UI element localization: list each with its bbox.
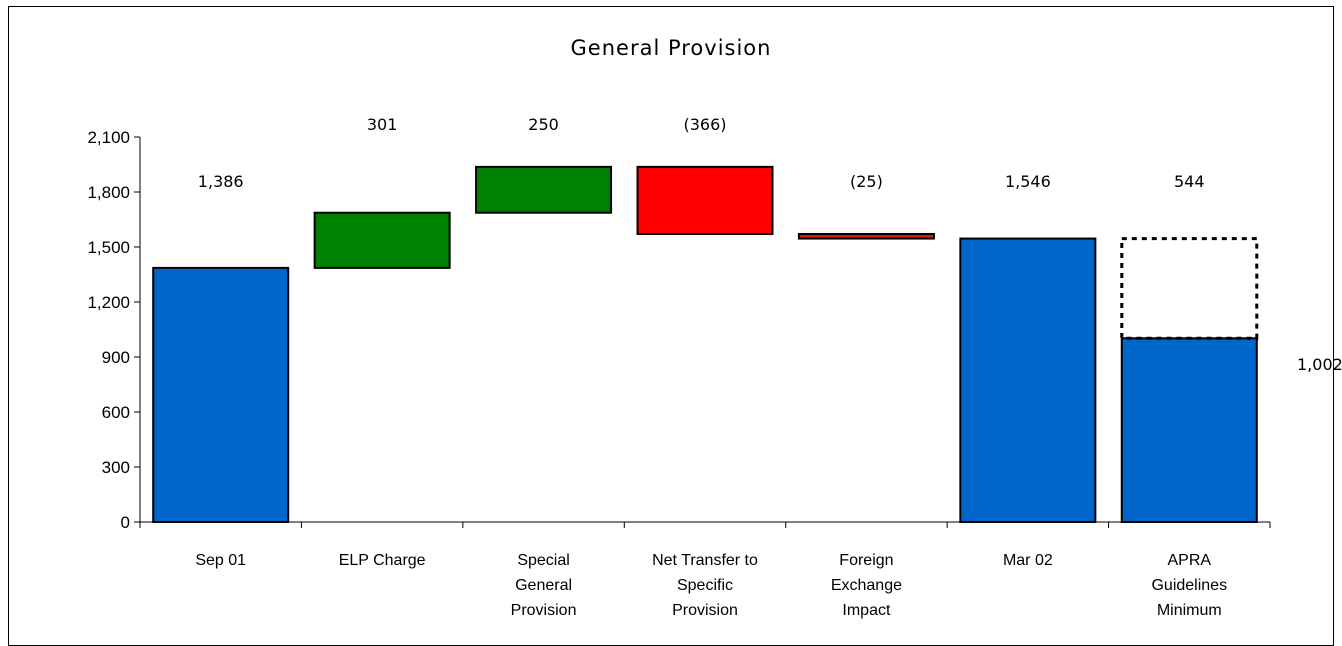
x-category-label: Mar 02 xyxy=(1003,552,1053,569)
x-category-label: Sep 01 xyxy=(195,552,246,569)
data-label: (366) xyxy=(683,115,726,134)
bar-decrease xyxy=(636,165,774,235)
y-tick-label: 1,200 xyxy=(87,293,130,312)
x-category-label: Guidelines xyxy=(1151,577,1227,594)
data-label: 1,002 xyxy=(1297,355,1342,374)
y-tick-label: 2,100 xyxy=(87,128,130,147)
x-category-label: Specific xyxy=(677,577,733,594)
bar-increase xyxy=(475,165,613,214)
data-label: 544 xyxy=(1174,172,1205,191)
bar-decrease xyxy=(797,232,935,240)
x-category-label: General xyxy=(515,577,572,594)
y-tick-label: 600 xyxy=(102,403,130,422)
x-category-label: APRA xyxy=(1167,552,1211,569)
bar-total xyxy=(959,237,1097,523)
bar-total xyxy=(152,266,290,523)
data-label: 250 xyxy=(528,115,559,134)
data-label: 1,546 xyxy=(1005,172,1051,191)
y-tick-label: 300 xyxy=(102,458,130,477)
bar-increase xyxy=(313,211,451,269)
x-category-label: Exchange xyxy=(831,577,902,594)
x-category-label: Net Transfer to xyxy=(652,552,758,569)
y-tick-label: 1,800 xyxy=(87,183,130,202)
data-label: 301 xyxy=(367,115,398,134)
data-label: 1,386 xyxy=(198,172,244,191)
x-category-label: ELP Charge xyxy=(339,552,426,569)
data-label: (25) xyxy=(850,172,883,191)
x-category-label: Special xyxy=(517,552,569,569)
x-category-label: Foreign xyxy=(839,552,893,569)
y-tick-label: 1,500 xyxy=(87,238,130,257)
bar-total xyxy=(1120,337,1258,523)
y-tick-label: 900 xyxy=(102,348,130,367)
y-tick-label: 0 xyxy=(121,513,130,532)
bar-excess-dotted xyxy=(1120,237,1259,340)
x-category-label: Provision xyxy=(672,602,738,619)
x-category-label: Minimum xyxy=(1157,602,1222,619)
x-category-label: Impact xyxy=(842,602,891,619)
x-category-label: Provision xyxy=(511,602,577,619)
chart-title: General Provision xyxy=(570,36,772,60)
